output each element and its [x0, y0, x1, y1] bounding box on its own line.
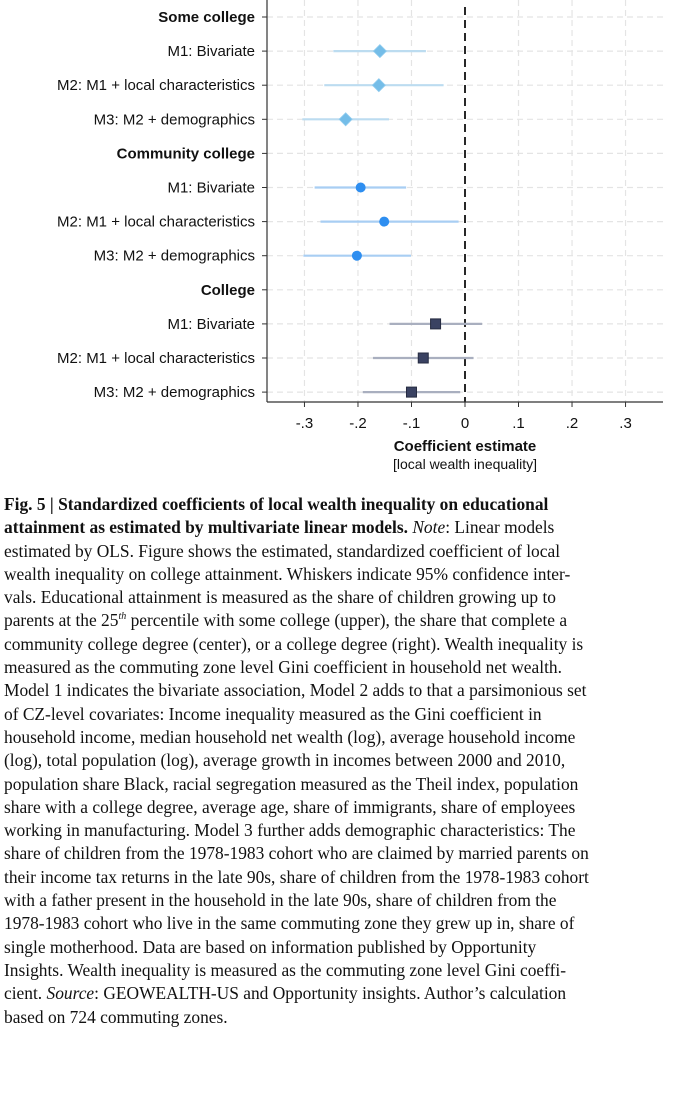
caption-text: (log), total population (log), average g… [4, 750, 566, 771]
caption-text: Source [46, 983, 95, 1004]
caption-line: measured as the commuting zone level Gin… [4, 656, 694, 679]
caption-text: Insights. Wealth inequality is measured … [4, 959, 567, 980]
group-label: Community college [117, 145, 255, 162]
point-estimate-circle [379, 216, 390, 227]
caption-line: Fig. 5 | Standardized coefficients of lo… [4, 493, 694, 516]
caption-line: household income, median household net w… [4, 726, 694, 749]
caption-text: vals. Educational attainment is measured… [4, 587, 556, 608]
caption-line: community college degree (center), or a … [4, 633, 694, 656]
row-label: M1: Bivariate [167, 180, 255, 197]
x-tick-label: .2 [566, 415, 579, 432]
caption-line: with a father present in the household i… [4, 889, 694, 912]
caption-line: based on 724 commuting zones. [4, 1006, 694, 1029]
caption-text: Fig. 5 | Standardized coefficients of lo… [4, 494, 549, 514]
caption-text: attainment as estimated by multivariate … [4, 517, 408, 538]
x-tick-label: -.1 [403, 415, 421, 432]
row-label: M1: Bivariate [167, 43, 255, 60]
point-estimate-diamond [338, 112, 353, 127]
caption-line: wealth inequality on college attainment.… [4, 563, 694, 586]
row-label: M2: M1 + local characteristics [57, 350, 255, 367]
caption-line: vals. Educational attainment is measured… [4, 586, 694, 609]
point-estimate-diamond [371, 78, 386, 93]
caption-text: th [118, 611, 127, 623]
x-tick-label: .3 [619, 415, 632, 432]
caption-line: population share Black, racial segregati… [4, 773, 694, 796]
caption-text: their income tax returns in the late 90s… [4, 866, 589, 887]
row-label: M3: M2 + demographics [94, 111, 255, 128]
caption-text: cient. [4, 983, 47, 1004]
x-tick-label: 0 [461, 415, 469, 432]
caption-text: community college degree (center), or a … [4, 633, 584, 654]
point-estimate-circle [355, 182, 366, 193]
x-tick-label: -.3 [296, 415, 314, 432]
caption-text: Model 1 indicates the bivariate associat… [4, 680, 587, 701]
row-label: M3: M2 + demographics [94, 384, 255, 401]
figure-caption: Fig. 5 | Standardized coefficients of lo… [4, 493, 694, 1029]
caption-text: wealth inequality on college attainment.… [4, 563, 571, 584]
row-label: M2: M1 + local characteristics [57, 77, 255, 94]
caption-line: (log), total population (log), average g… [4, 749, 694, 772]
caption-text: 1978-1983 cohort who live in the same co… [4, 913, 575, 934]
caption-line: Model 1 indicates the bivariate associat… [4, 679, 694, 702]
row-label: M2: M1 + local characteristics [57, 214, 255, 231]
x-axis-subtitle: [local wealth inequality] [393, 456, 537, 472]
caption-line: cient. Source: GEOWEALTH-US and Opportun… [4, 982, 694, 1005]
x-tick-label: .1 [512, 415, 525, 432]
caption-line: 1978-1983 cohort who live in the same co… [4, 912, 694, 935]
caption-line: share of children from the 1978-1983 coh… [4, 842, 694, 865]
row-label: M3: M2 + demographics [94, 248, 255, 265]
coefficient-plot: Some college M1: Bivariate M2: M1 + local … [57, 0, 663, 472]
group-label: College [201, 282, 255, 299]
row-label: M1: Bivariate [167, 316, 255, 333]
caption-text: estimated by OLS. Figure shows the estim… [4, 540, 561, 561]
x-tick-label: -.2 [349, 415, 367, 432]
group-label: Some college [158, 9, 255, 26]
point-estimate-circle [351, 250, 362, 261]
caption-line: their income tax returns in the late 90s… [4, 866, 694, 889]
caption-text: of CZ-level covariates: Income inequalit… [4, 703, 542, 724]
point-estimate-diamond [372, 44, 387, 59]
caption-line: working in manufacturing. Model 3 furthe… [4, 819, 694, 842]
caption-text: measured as the commuting zone level Gin… [4, 657, 562, 678]
caption-text: percentile with some college (upper), th… [126, 610, 568, 631]
point-estimate-square [417, 352, 429, 364]
caption-text: share with a college degree, average age… [4, 796, 576, 817]
caption-line: parents at the 25th percentile with some… [4, 609, 694, 632]
caption-text: based on 724 commuting zones. [4, 1006, 228, 1027]
caption-text: parents at the 25 [4, 610, 119, 631]
caption-text: : GEOWEALTH-US and Opportunity insights.… [94, 983, 567, 1004]
caption-line: single motherhood. Data are based on inf… [4, 936, 694, 959]
caption-text: working in manufacturing. Model 3 furthe… [4, 820, 576, 841]
caption-text: : Linear models [445, 517, 555, 538]
x-axis-title: Coefficient estimate [394, 438, 537, 455]
caption-line: Insights. Wealth inequality is measured … [4, 959, 694, 982]
caption-text: Note [412, 517, 446, 538]
caption-text: household income, median household net w… [4, 726, 576, 747]
caption-text: share of children from the 1978-1983 coh… [4, 843, 589, 864]
caption-text: with a father present in the household i… [4, 890, 557, 911]
caption-line: estimated by OLS. Figure shows the estim… [4, 540, 694, 563]
caption-line: attainment as estimated by multivariate … [4, 516, 694, 539]
caption-line: share with a college degree, average age… [4, 796, 694, 819]
caption-text: population share Black, racial segregati… [4, 773, 579, 794]
caption-text: single motherhood. Data are based on inf… [4, 936, 537, 957]
point-estimate-square [430, 318, 442, 330]
caption-line: of CZ-level covariates: Income inequalit… [4, 703, 694, 726]
point-estimate-square [405, 386, 417, 398]
